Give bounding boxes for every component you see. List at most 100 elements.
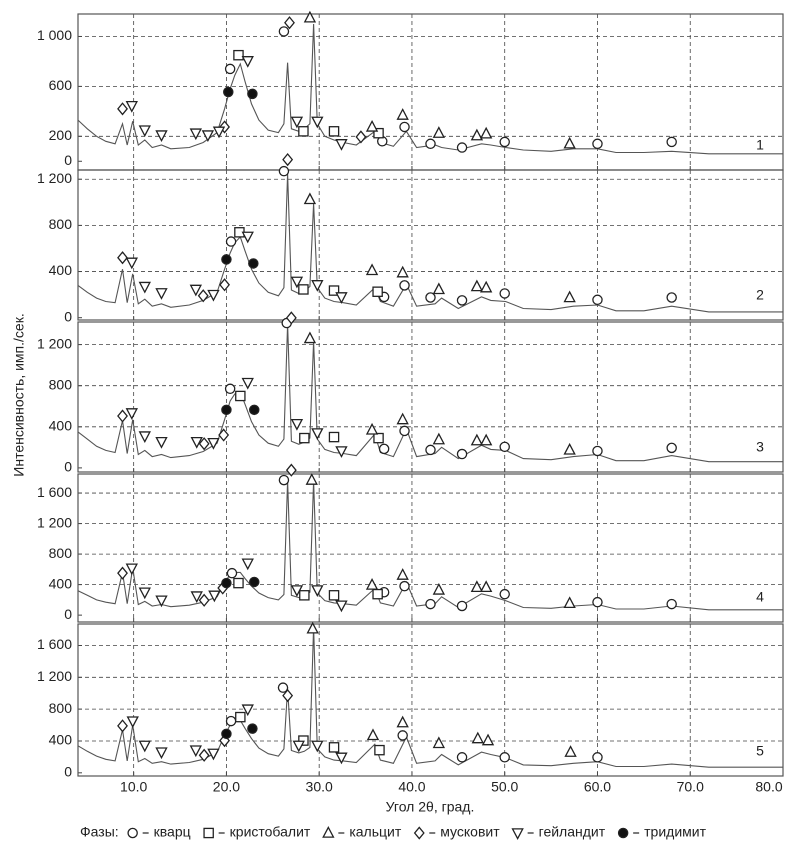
xrd-trace xyxy=(77,173,783,313)
y-axis-label: Интенсивность, имп./сек. xyxy=(11,313,27,476)
phase-marker xyxy=(456,448,468,460)
phase-marker xyxy=(563,136,576,149)
panel-label: 1 xyxy=(756,137,764,153)
phase-marker xyxy=(373,127,384,139)
legend-symbol xyxy=(413,826,425,840)
phase-marker xyxy=(303,331,317,344)
phase-marker xyxy=(221,254,232,265)
phase-marker xyxy=(155,747,168,760)
phase-marker xyxy=(235,711,246,723)
phase-marker xyxy=(155,595,168,608)
phase-marker xyxy=(335,446,348,458)
legend-label: кальцит xyxy=(349,824,402,840)
phase-marker xyxy=(282,152,294,167)
phase-marker xyxy=(456,752,468,763)
phase-marker xyxy=(138,125,151,138)
phase-marker xyxy=(311,585,324,597)
phase-marker xyxy=(290,276,304,289)
phase-marker xyxy=(666,598,677,610)
phase-marker xyxy=(247,88,258,100)
phase-marker xyxy=(425,598,436,610)
phase-marker xyxy=(221,728,232,740)
phase-marker xyxy=(365,578,379,590)
legend-title: Фазы: xyxy=(80,824,119,840)
phase-marker xyxy=(479,126,493,139)
phase-marker xyxy=(399,425,410,437)
phase-marker xyxy=(117,251,128,265)
panel-label: 4 xyxy=(756,589,764,605)
phase-marker xyxy=(328,590,340,601)
phase-marker xyxy=(335,600,348,613)
phase-marker xyxy=(328,126,340,137)
phase-marker xyxy=(303,10,317,23)
x-tick-label: 30.0 xyxy=(306,779,333,795)
phase-marker xyxy=(125,100,138,113)
y-tick-label: 200 xyxy=(49,127,73,143)
y-tick-label: 800 xyxy=(49,545,73,561)
phase-marker xyxy=(223,86,234,98)
phase-marker xyxy=(241,377,254,390)
phase-marker xyxy=(399,121,410,133)
xrd-trace xyxy=(77,23,783,155)
phase-marker xyxy=(470,128,484,141)
phase-marker xyxy=(470,433,484,446)
phase-marker xyxy=(396,108,409,120)
phase-marker xyxy=(303,192,317,205)
phase-marker xyxy=(290,418,304,431)
phase-marker xyxy=(425,292,436,303)
phase-marker xyxy=(305,473,318,485)
phase-marker xyxy=(479,433,493,446)
legend-label: мусковит xyxy=(440,824,500,840)
phase-marker xyxy=(481,733,495,746)
legend-label: кварц xyxy=(154,824,191,840)
x-tick-label: 70.0 xyxy=(677,779,704,795)
phase-marker xyxy=(235,390,246,402)
phase-marker xyxy=(285,463,297,477)
phase-marker xyxy=(224,383,236,395)
phase-marker xyxy=(499,136,510,148)
y-tick-label: 400 xyxy=(49,417,73,433)
phase-marker xyxy=(212,126,226,139)
phase-marker xyxy=(117,102,128,116)
phase-marker xyxy=(155,436,168,449)
phase-marker xyxy=(397,730,408,741)
phase-marker xyxy=(666,292,677,303)
phase-marker xyxy=(247,723,258,734)
phase-marker xyxy=(241,558,254,571)
phase-marker xyxy=(207,748,220,761)
phase-marker xyxy=(117,409,128,423)
phase-marker xyxy=(155,130,168,143)
y-tick-label: 1 000 xyxy=(37,27,72,43)
y-tick-label: 400 xyxy=(49,262,73,278)
phase-marker xyxy=(284,16,295,30)
phase-marker xyxy=(285,311,297,325)
phase-marker xyxy=(335,752,348,765)
phase-marker xyxy=(248,404,260,416)
phase-marker xyxy=(221,577,232,589)
phase-marker xyxy=(378,443,390,455)
phase-marker xyxy=(499,441,510,453)
y-tick-label: 0 xyxy=(64,152,72,168)
phase-marker xyxy=(365,263,379,276)
phase-marker xyxy=(365,119,379,132)
phase-marker xyxy=(207,289,220,302)
panel-label: 3 xyxy=(756,439,764,455)
phase-marker xyxy=(248,258,259,269)
phase-marker xyxy=(189,128,202,141)
phase-marker xyxy=(399,580,410,592)
y-tick-label: 1 600 xyxy=(37,636,72,652)
phase-marker xyxy=(290,116,304,129)
phase-marker xyxy=(563,596,576,609)
phase-marker xyxy=(221,404,232,416)
phase-marker xyxy=(248,576,260,588)
y-tick-label: 0 xyxy=(64,764,72,780)
y-tick-label: 1 200 xyxy=(37,514,72,530)
phase-marker xyxy=(564,745,577,757)
phase-marker xyxy=(374,744,385,756)
phase-marker xyxy=(396,265,409,278)
phase-marker xyxy=(298,284,309,295)
x-tick-label: 80.0 xyxy=(755,779,782,795)
phase-marker xyxy=(306,621,319,634)
phase-marker xyxy=(198,748,210,762)
y-tick-label: 600 xyxy=(49,77,73,93)
